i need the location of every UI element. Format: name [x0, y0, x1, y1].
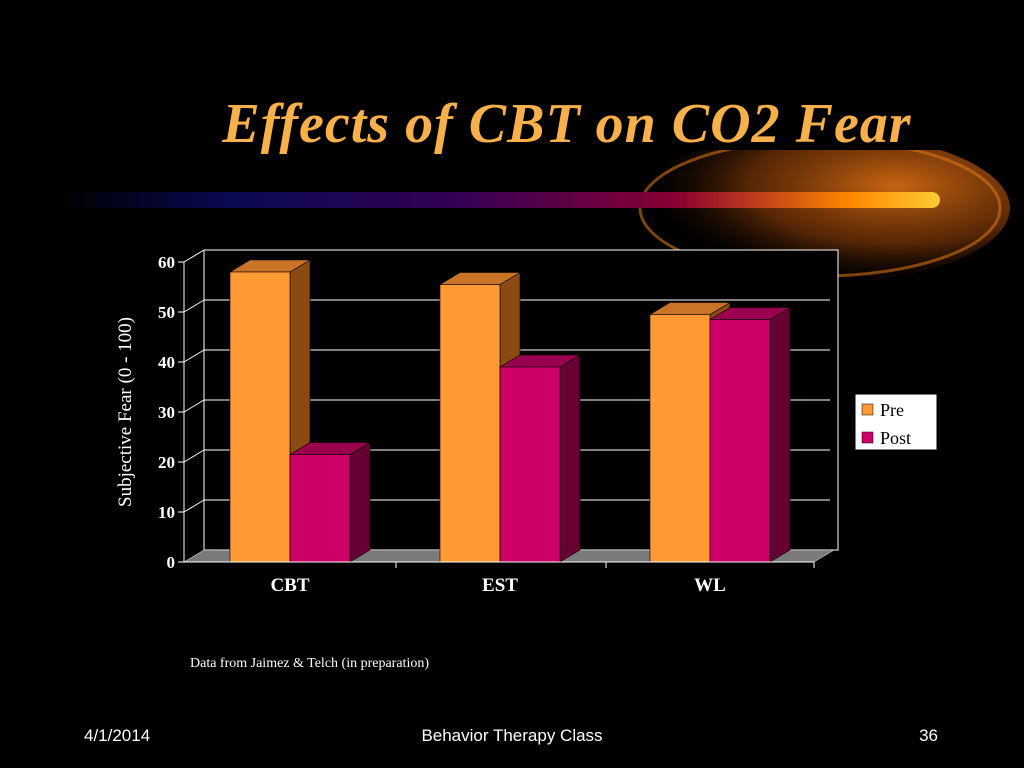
y-tick-label: 20: [158, 453, 175, 472]
legend-swatch-pre: [861, 403, 874, 416]
gridline-side: [183, 349, 205, 363]
bar-front: [709, 319, 771, 563]
footer-date: 4/1/2014: [84, 726, 151, 745]
bar-cbt-pre: [228, 259, 312, 563]
bar-est-post: [498, 354, 582, 563]
y-tick-label: 30: [158, 403, 175, 422]
y-tick-label: 40: [158, 353, 175, 372]
gridline-side: [183, 449, 205, 463]
bar-front: [439, 284, 501, 563]
data-source-caption: Data from Jaimez & Telch (in preparation…: [190, 656, 429, 671]
bar-side: [349, 441, 371, 563]
gridline-side: [183, 299, 205, 313]
legend-label-pre: Pre: [880, 400, 904, 420]
bar-side: [769, 306, 791, 563]
bar-front: [499, 366, 561, 563]
y-tick-label: 60: [158, 253, 175, 272]
gridline-side: [183, 399, 205, 413]
x-label-wl: WL: [694, 575, 726, 596]
y-tick-label: 0: [167, 553, 176, 572]
bar-side: [559, 354, 581, 563]
x-label-cbt: CBT: [270, 575, 309, 596]
y-axis-ticks: 0 10 20 30 40 50 60: [158, 253, 185, 572]
bars: [228, 259, 792, 563]
y-tick-label: 50: [158, 303, 175, 322]
gridline-side: [183, 249, 205, 263]
bar-wl-post: [708, 306, 792, 563]
legend-swatch-post: [861, 431, 874, 444]
gridline-side: [183, 499, 205, 513]
slide-title: Effects of CBT on CO2 Fear: [222, 93, 912, 155]
legend: Pre Post: [854, 393, 938, 451]
footer-title: Behavior Therapy Class: [421, 726, 603, 745]
bar-front: [229, 271, 291, 563]
footer-page-number: 36: [919, 726, 938, 745]
y-tick-label: 10: [158, 503, 175, 522]
x-label-est: EST: [482, 575, 518, 596]
x-axis-labels: CBT EST WL: [184, 561, 815, 596]
bar-front: [649, 314, 711, 563]
y-axis-label: Subjective Fear (0 - 100): [115, 317, 136, 507]
bar-front: [289, 454, 351, 563]
legend-label-post: Post: [880, 428, 911, 448]
bar-cbt-post: [288, 441, 372, 563]
